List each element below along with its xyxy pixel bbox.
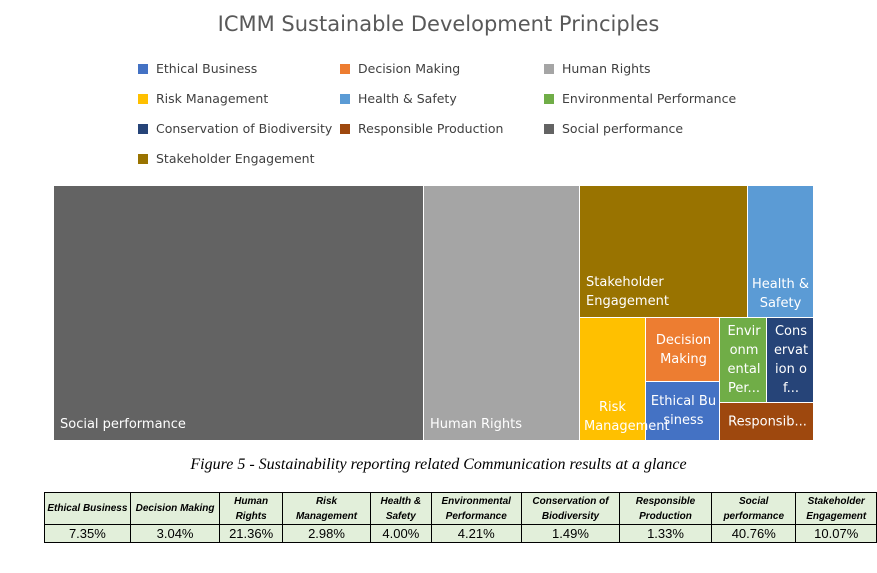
legend-swatch bbox=[544, 123, 554, 134]
results-table: Ethical Business Decision Making Human Rig… bbox=[44, 492, 877, 543]
treemap-tile: Stakeholder Engagement bbox=[579, 185, 748, 318]
legend-item: Human Rights bbox=[544, 61, 650, 76]
legend-item: Responsible Production bbox=[340, 121, 503, 136]
figure-caption: Figure 5 - Sustainability reporting rela… bbox=[190, 456, 687, 473]
legend-swatch bbox=[544, 93, 554, 104]
treemap-tile: Cons ervat ion of... bbox=[766, 317, 814, 403]
table-value-cell: 10.07% bbox=[795, 524, 877, 543]
treemap-tile: Ethical Business bbox=[645, 381, 720, 441]
legend-swatch bbox=[138, 123, 148, 134]
chart-title: ICMM Sustainable Development Principles bbox=[217, 12, 660, 36]
tile-label: Decision Making bbox=[655, 332, 712, 367]
table-value-cell: 1.49% bbox=[520, 524, 620, 543]
table-header-cell: Ethical Business bbox=[44, 492, 131, 525]
legend-swatch bbox=[138, 63, 148, 74]
tile-label: Ethical Business bbox=[650, 394, 717, 428]
table-value-cell: 21.36% bbox=[219, 524, 283, 543]
legend-label: Health & Safety bbox=[358, 91, 457, 106]
legend-label: Human Rights bbox=[562, 61, 651, 76]
legend-item: Ethical Business bbox=[138, 61, 257, 76]
table-header-cell: Stakeholder Engagement bbox=[795, 492, 877, 525]
table-header-cell: Conservation of Biodiversity bbox=[520, 492, 620, 525]
legend-item: Decision Making bbox=[340, 61, 460, 76]
legend-label: Ethical Business bbox=[156, 61, 258, 76]
table-value-cell: 4.00% bbox=[370, 524, 432, 543]
legend-label: Conservation of Biodiversity bbox=[156, 121, 333, 136]
table-value-cell: 1.33% bbox=[618, 524, 713, 543]
legend-swatch bbox=[138, 153, 148, 164]
legend-label: Environmental Performance bbox=[562, 91, 737, 106]
legend-item: Stakeholder Engagement bbox=[138, 151, 315, 166]
legend-item: Social performance bbox=[544, 121, 683, 136]
tile-label: Cons ervat ion of... bbox=[773, 324, 809, 396]
table-value-cell: 3.04% bbox=[129, 524, 221, 543]
legend-swatch bbox=[340, 93, 350, 104]
tile-label: Responsib... bbox=[728, 414, 807, 429]
treemap-tile: Human Rights bbox=[423, 185, 580, 441]
treemap-tile: Decision Making bbox=[645, 317, 720, 382]
legend-swatch bbox=[340, 63, 350, 74]
table-header-cell: Health & Safety bbox=[370, 492, 432, 525]
legend-label: Responsible Production bbox=[358, 121, 504, 136]
table-header-cell: Environmental Performance bbox=[430, 492, 522, 525]
table-value-cell: 7.35% bbox=[44, 524, 131, 543]
legend-item: Conservation of Biodiversity bbox=[138, 121, 332, 136]
treemap-tile: Responsib... bbox=[719, 402, 814, 441]
table-value-cell: 4.21% bbox=[430, 524, 522, 543]
legend-item: Health & Safety bbox=[340, 91, 457, 106]
legend-item: Risk Management bbox=[138, 91, 268, 106]
table-header-cell: Decision Making bbox=[129, 492, 221, 525]
tile-label: Social performance bbox=[60, 417, 186, 432]
tile-label: Human Rights bbox=[430, 417, 523, 432]
table-header-cell: Risk Management bbox=[281, 492, 372, 525]
tile-label: Risk Management bbox=[584, 400, 670, 434]
table-header-cell: Responsible Production bbox=[618, 492, 713, 525]
legend-swatch bbox=[340, 123, 350, 134]
table-value-cell: 2.98% bbox=[281, 524, 372, 543]
table-value-cell: 40.76% bbox=[711, 524, 797, 543]
legend-label: Decision Making bbox=[358, 61, 461, 76]
legend-swatch bbox=[138, 93, 148, 104]
treemap-tile: Risk Management bbox=[579, 317, 670, 441]
table-header-cell: Social performance bbox=[711, 492, 797, 525]
treemap-tile: Social performance bbox=[53, 185, 424, 441]
legend-label: Social performance bbox=[562, 121, 684, 136]
tile-label: Stakeholder Engagement bbox=[586, 275, 669, 309]
legend-label: Risk Management bbox=[156, 91, 269, 106]
legend-swatch bbox=[544, 63, 554, 74]
treemap-tile: Health & Safety bbox=[747, 185, 814, 318]
treemap-tile: Envir onm ental Per... bbox=[719, 317, 767, 403]
legend-label: Stakeholder Engagement bbox=[156, 151, 315, 166]
tile-label: Health & Safety bbox=[752, 277, 809, 311]
table-header-cell: Human Rights bbox=[219, 492, 283, 525]
legend-item: Environmental Performance bbox=[544, 91, 736, 106]
tile-label: Envir onm ental Per... bbox=[727, 324, 761, 396]
